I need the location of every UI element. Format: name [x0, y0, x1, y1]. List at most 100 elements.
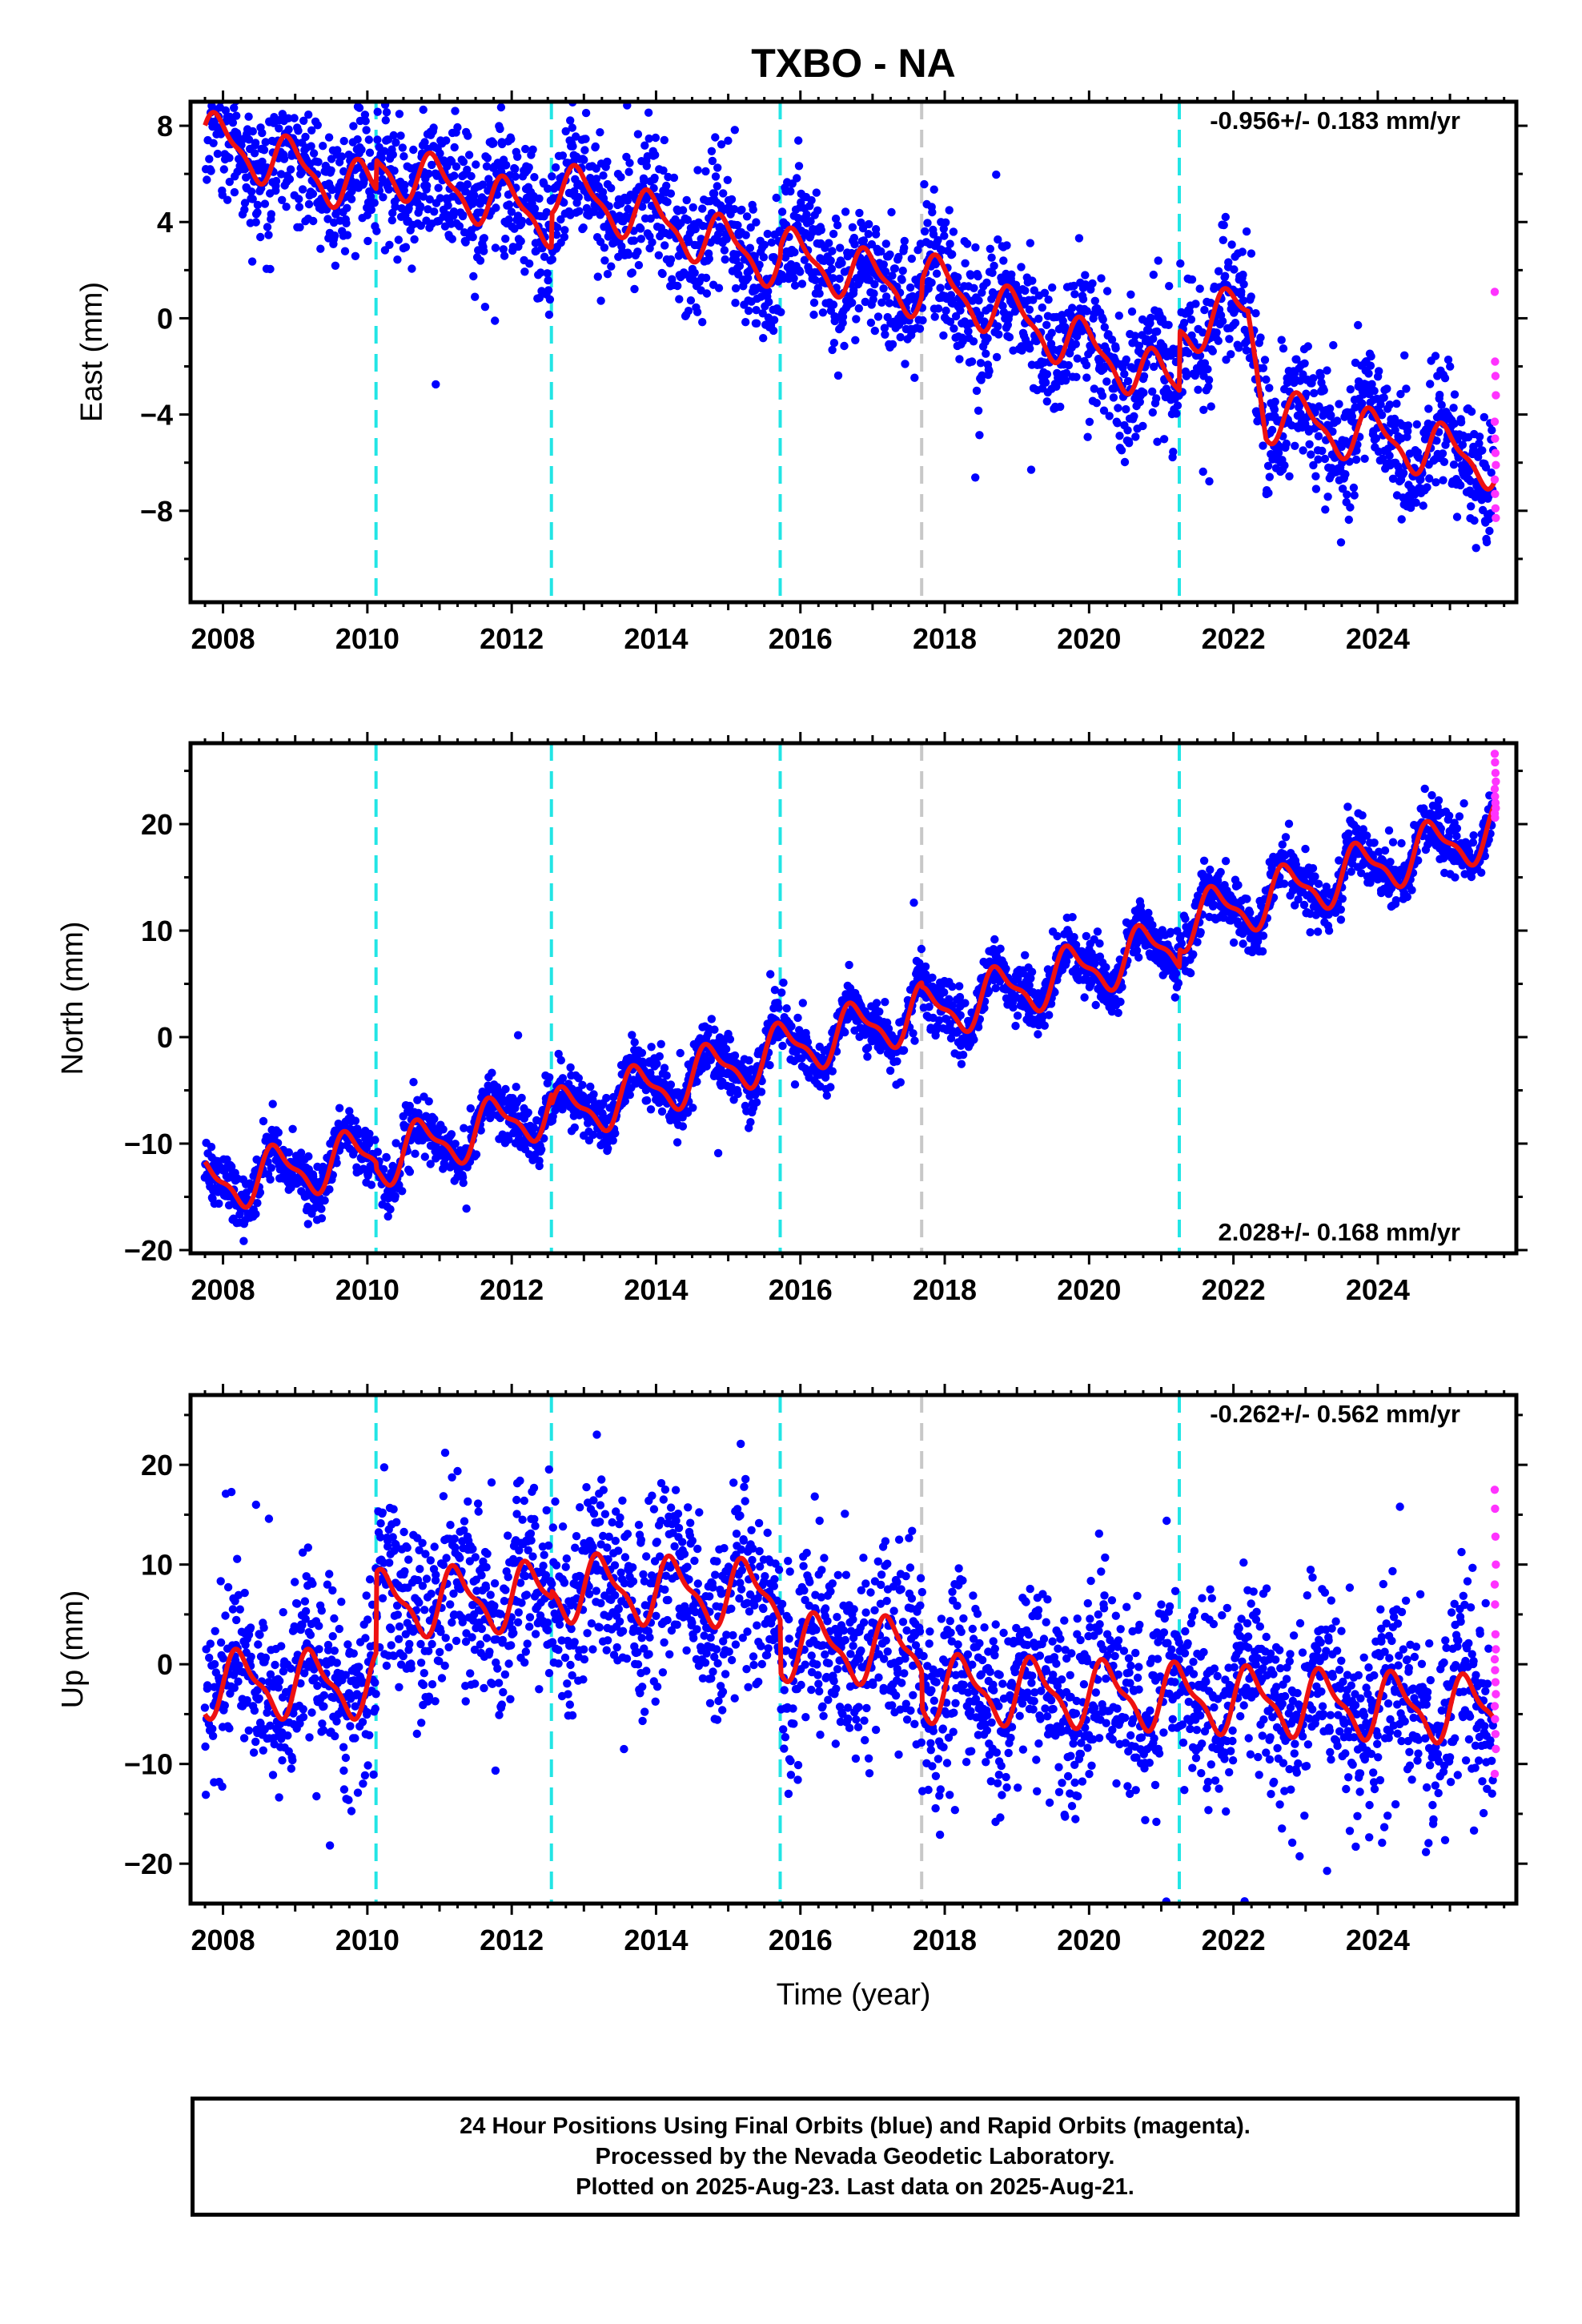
final-orbit-point: [742, 212, 752, 221]
final-orbit-point: [1402, 384, 1411, 393]
final-orbit-point: [491, 243, 500, 252]
final-orbit-point: [370, 199, 379, 207]
final-orbit-point: [244, 135, 254, 144]
final-orbit-point: [1164, 320, 1173, 329]
final-orbit-point: [1034, 1030, 1042, 1039]
final-orbit-point: [1360, 454, 1369, 463]
final-orbit-point: [400, 152, 408, 161]
final-orbit-point: [1042, 370, 1052, 379]
final-orbit-point: [599, 171, 608, 180]
final-orbit-point: [480, 247, 488, 255]
final-orbit-point: [866, 318, 876, 328]
final-orbit-point: [723, 175, 732, 184]
final-orbit-point: [258, 157, 267, 167]
final-orbit-point: [1120, 457, 1130, 467]
final-orbit-point: [1085, 417, 1094, 426]
rapid-orbit-point: [1490, 287, 1500, 296]
final-orbit-point: [264, 231, 273, 239]
final-orbit-point: [307, 142, 315, 151]
final-orbit-point: [940, 988, 949, 997]
final-orbit-point: [636, 235, 645, 243]
final-orbit-point: [753, 319, 761, 328]
final-orbit-point: [896, 1078, 905, 1087]
final-orbit-point: [652, 1059, 661, 1068]
final-orbit-point: [870, 326, 880, 336]
x-tick-label: 2012: [480, 622, 544, 655]
final-orbit-point: [499, 245, 508, 254]
final-orbit-point: [469, 271, 478, 281]
final-orbit-point: [394, 235, 403, 244]
final-orbit-point: [496, 103, 506, 112]
final-orbit-point: [452, 162, 461, 171]
final-orbit-point: [869, 289, 878, 298]
final-orbit-point: [572, 132, 580, 141]
final-orbit-point: [809, 310, 818, 320]
final-orbit-point: [1002, 241, 1011, 250]
final-orbit-point: [1435, 390, 1444, 400]
final-orbit-point: [221, 71, 229, 79]
final-orbit-point: [203, 25, 211, 33]
final-orbit-point: [373, 135, 382, 144]
final-orbit-point: [928, 973, 937, 983]
final-orbit-point: [949, 227, 958, 236]
final-orbit-point: [731, 299, 740, 308]
final-orbit-point: [432, 380, 440, 389]
final-orbit-point: [710, 189, 719, 198]
final-orbit-point: [675, 295, 684, 304]
y-tick-label: 4: [157, 206, 173, 239]
final-orbit-point: [1403, 421, 1413, 430]
final-orbit-point: [1082, 373, 1091, 382]
velocity-label-east: -0.956+/- 0.183 mm/yr: [1210, 107, 1460, 135]
final-orbit-point: [208, 63, 216, 71]
final-orbit-point: [1426, 380, 1435, 388]
final-orbit-point: [954, 273, 962, 282]
final-orbit-point: [1176, 259, 1185, 268]
final-orbit-point: [423, 181, 432, 191]
final-orbit-point: [1251, 309, 1260, 318]
final-orbit-point: [228, 119, 238, 127]
final-orbit-point: [285, 175, 295, 183]
final-orbit-point: [512, 1083, 520, 1092]
final-orbit-point: [777, 988, 786, 997]
final-orbit-point: [851, 336, 860, 344]
final-orbit-point: [266, 264, 275, 274]
final-orbit-point: [420, 1152, 429, 1161]
final-orbit-point: [267, 1164, 275, 1172]
final-orbit-point: [983, 334, 992, 343]
final-orbit-point: [1227, 240, 1236, 249]
final-orbit-point: [373, 1148, 382, 1156]
final-orbit-point: [1221, 212, 1231, 222]
rapid-orbit-point: [1490, 417, 1500, 426]
final-orbit-point: [299, 116, 308, 125]
final-orbit-point: [879, 260, 889, 269]
final-orbit-point: [459, 157, 468, 167]
final-orbit-point: [1186, 315, 1196, 324]
final-orbit-point: [970, 1035, 978, 1044]
final-orbit-point: [453, 123, 462, 132]
final-orbit-point: [1091, 1000, 1100, 1010]
final-orbit-point: [714, 283, 724, 292]
final-orbit-point: [259, 146, 269, 155]
final-orbit-point: [424, 1097, 433, 1106]
final-orbit-point: [744, 306, 753, 316]
final-orbit-point: [537, 1145, 546, 1154]
final-orbit-point: [1262, 375, 1271, 384]
final-orbit-point: [826, 1083, 835, 1092]
final-orbit-point: [863, 1052, 872, 1061]
final-orbit-point: [657, 1107, 667, 1116]
final-orbit-point: [579, 223, 588, 232]
final-orbit-point: [730, 1051, 740, 1060]
final-orbit-point: [416, 221, 425, 230]
final-orbit-point: [698, 318, 707, 327]
final-orbit-point: [1242, 227, 1251, 236]
final-orbit-point: [367, 1180, 376, 1189]
final-orbit-point: [391, 1192, 400, 1200]
final-orbit-point: [1400, 351, 1409, 360]
final-orbit-point: [794, 162, 804, 171]
final-orbit-point: [251, 139, 260, 147]
final-orbit-point: [1149, 270, 1158, 279]
final-orbit-point: [1309, 374, 1318, 383]
final-orbit-point: [793, 174, 801, 183]
final-orbit-point: [1199, 405, 1208, 414]
final-orbit-point: [544, 310, 554, 320]
